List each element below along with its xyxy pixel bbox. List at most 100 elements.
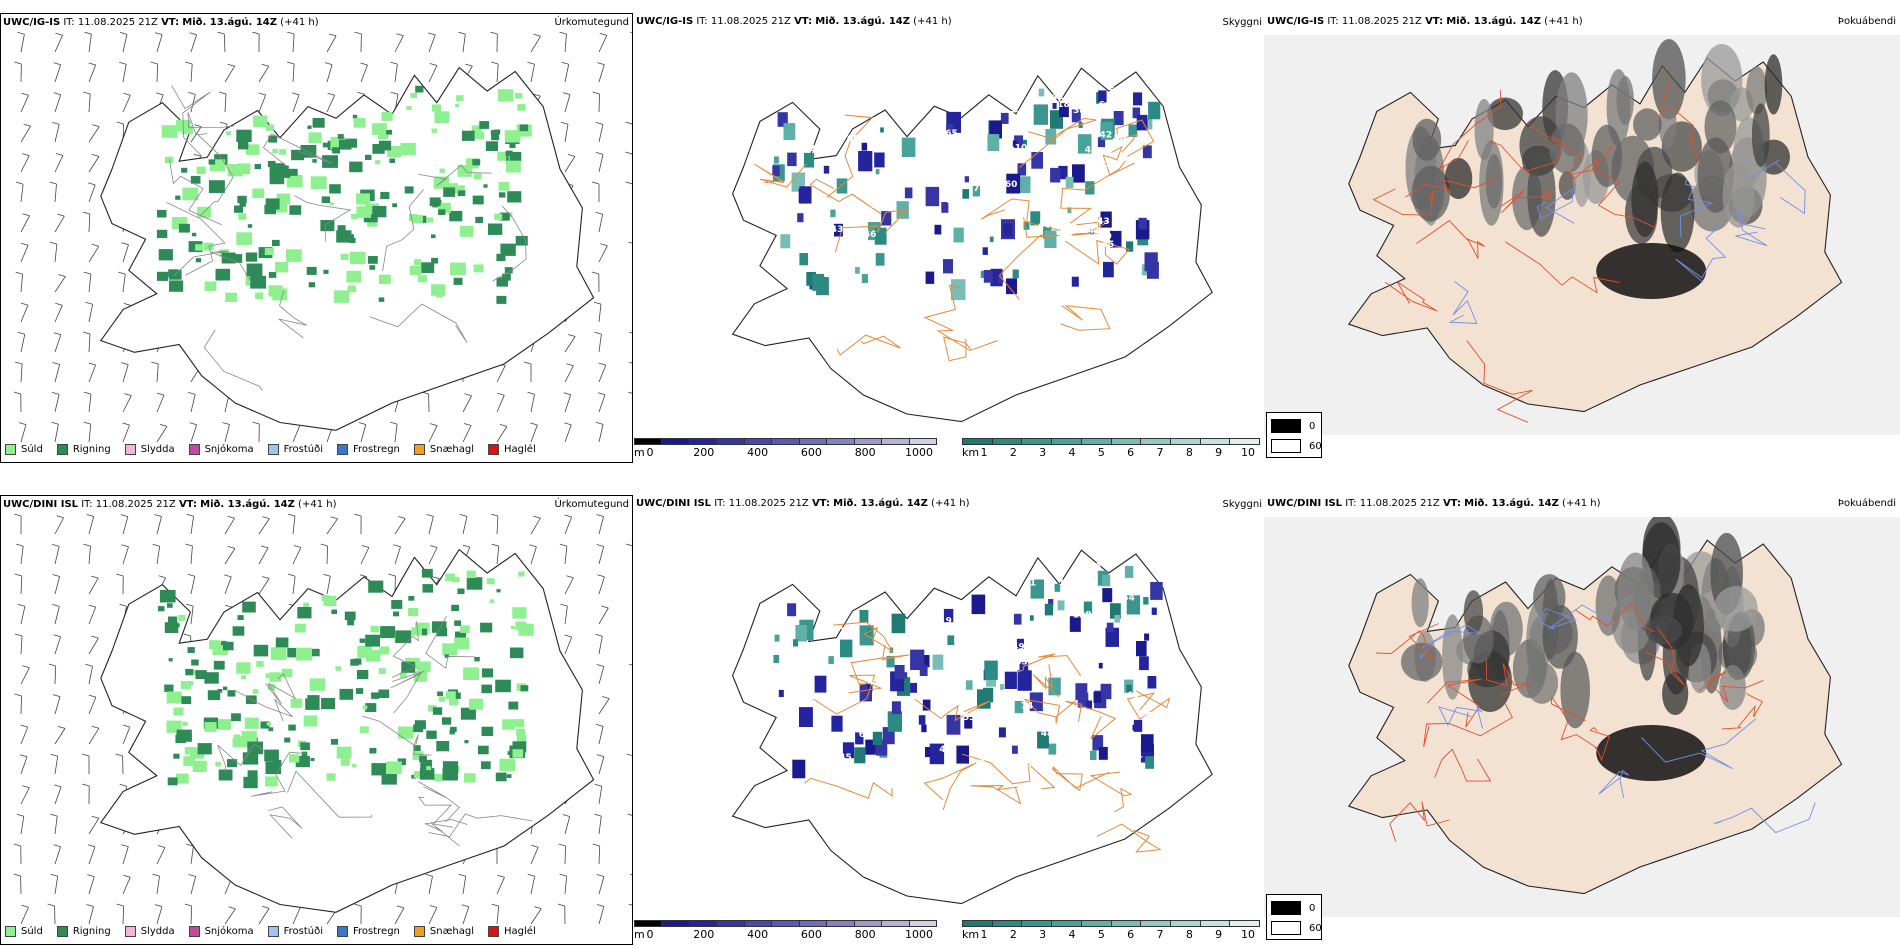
colorbar-segment	[963, 439, 993, 444]
legend-swatch	[124, 443, 136, 455]
visibility-label: 49	[1062, 734, 1075, 744]
colorbar-tick: 7	[1156, 928, 1164, 941]
fog-legend-swatch	[1271, 419, 1301, 433]
colorbar-segment	[827, 921, 855, 926]
legend-item-5: Frostregn	[337, 443, 400, 455]
legend-label: Rigning	[72, 443, 111, 455]
colorbar-segment	[882, 439, 910, 444]
colorbar-segment	[717, 921, 745, 926]
visibility-label: 46	[1038, 220, 1051, 230]
legend-label: Slydda	[140, 925, 175, 937]
legend-item-6: Snæhagl	[413, 443, 474, 455]
fog-panel-dini: UWC/DINI ISL IT: 11.08.2025 21Z VT: Mið.…	[1264, 495, 1900, 945]
fog-legend-label: 0	[1309, 902, 1316, 914]
colorbar-segment	[1081, 439, 1112, 444]
fog-legend-item: 60	[1271, 439, 1322, 453]
visibility-label: 169	[1122, 191, 1141, 201]
visibility-label: 40	[1044, 255, 1057, 265]
colorbar-tick: 2	[1009, 928, 1017, 941]
legend-swatch	[56, 443, 68, 455]
legend-swatch	[267, 925, 279, 937]
fog-legend-item: 60	[1271, 921, 1322, 935]
colorbar-segment	[882, 921, 910, 926]
legend-label: Súld	[21, 925, 43, 937]
colorbar-segment	[635, 439, 663, 444]
visibility-label: 60	[847, 134, 860, 144]
colorbar-tick: 1	[980, 446, 988, 459]
panel-title: UWC/DINI ISL IT: 11.08.2025 21Z VT: Mið.…	[1267, 498, 1601, 509]
visibility-panel-igis: UWC/IG-IS IT: 11.08.2025 21Z VT: Mið. 13…	[634, 13, 1264, 463]
visibility-label: 71	[829, 688, 842, 698]
visibility-label: 7	[973, 184, 979, 194]
visibility-label: 37	[930, 157, 943, 167]
visibility-label: 63	[859, 730, 872, 740]
visibility-label: 104	[1059, 578, 1078, 588]
legend-item-4: Frostúði	[267, 925, 323, 937]
colorbar-segment	[1170, 921, 1201, 926]
panel-title: UWC/IG-IS IT: 11.08.2025 21Z VT: Mið. 13…	[636, 16, 952, 27]
visibility-label: 53	[1070, 641, 1083, 651]
colorbar-tick: 600	[800, 928, 822, 941]
parameter-label: Skyggni	[1222, 499, 1262, 510]
legend-swatch	[413, 443, 425, 455]
colorbar-segment	[992, 439, 1023, 444]
precip-type-map	[13, 514, 632, 925]
colorbar-tick: 4	[1068, 928, 1076, 941]
colorbar-segment	[1052, 439, 1082, 444]
legend-item-0: Súld	[5, 925, 43, 937]
colorbar-segment	[662, 921, 690, 926]
visibility-label: 48	[930, 686, 943, 696]
legend-item-1: Rigning	[56, 443, 111, 455]
panel-title: UWC/DINI ISL IT: 11.08.2025 21Z VT: Mið.…	[636, 498, 970, 509]
colorbar-unit: m	[634, 446, 645, 459]
legend-swatch	[5, 443, 16, 455]
visibility-label: 40	[1126, 691, 1139, 701]
precip-type-map	[13, 32, 632, 443]
colorbar-unit: km	[962, 928, 980, 941]
visibility-label: 41	[1024, 579, 1037, 589]
colorbar-tick: 9	[1215, 446, 1223, 459]
visibility-label: 131	[1010, 111, 1029, 121]
visibility-label: 43	[831, 225, 844, 235]
visibility-label: 47	[868, 678, 881, 688]
colorbar-segment	[799, 921, 828, 926]
legend-swatch	[56, 925, 68, 937]
colorbar-segment	[689, 921, 718, 926]
visibility-label: 45	[957, 265, 970, 275]
visibility-label: 50	[988, 159, 1001, 169]
colorbar-segment	[1081, 921, 1112, 926]
fog-legend-item: 0	[1271, 901, 1315, 915]
legend-item-7: Haglél	[488, 925, 536, 937]
visibility-label: 45	[1052, 267, 1065, 277]
colorbar-segment	[1200, 921, 1231, 926]
visibility-label: 48	[1041, 729, 1054, 739]
visibility-label: 53	[1109, 87, 1122, 97]
visibility-panel-dini: UWC/DINI ISL IT: 11.08.2025 21Z VT: Mið.…	[634, 495, 1264, 945]
colorbar-tick: 1000	[905, 446, 933, 459]
visibility-label: 64	[1047, 264, 1060, 274]
visibility-label: 67	[880, 270, 893, 280]
visibility-label: 44	[958, 261, 971, 271]
colorbar-bar	[962, 438, 1260, 445]
visibility-label: 182	[1057, 100, 1076, 110]
colorbar-tick: 400	[747, 446, 769, 459]
visibility-label: 64	[1099, 100, 1112, 110]
visibility-label: 70	[1088, 563, 1101, 573]
colorbar-segment	[689, 439, 718, 444]
legend-swatch	[488, 443, 500, 455]
colorbar-tick: 7	[1156, 446, 1164, 459]
visibility-label: 40	[1099, 232, 1112, 242]
colorbar-segment	[1200, 439, 1231, 444]
legend-label: Snæhagl	[429, 925, 475, 937]
legend-label: Frostúði	[283, 443, 323, 455]
colorbar-tick: 4	[1068, 446, 1076, 459]
colorbar-bar	[634, 438, 937, 445]
colorbar-segment	[1111, 921, 1142, 926]
colorbar-tick: 3	[1039, 446, 1047, 459]
visibility-label: 19	[939, 617, 952, 627]
visibility-label: 16	[967, 629, 980, 639]
visibility-label: 84	[997, 741, 1010, 751]
legend-item-4: Frostúði	[267, 443, 323, 455]
colorbar-tick: 3	[1039, 928, 1047, 941]
ceiling-colorbar: m 0 200 400 600 800 1000	[634, 438, 939, 460]
